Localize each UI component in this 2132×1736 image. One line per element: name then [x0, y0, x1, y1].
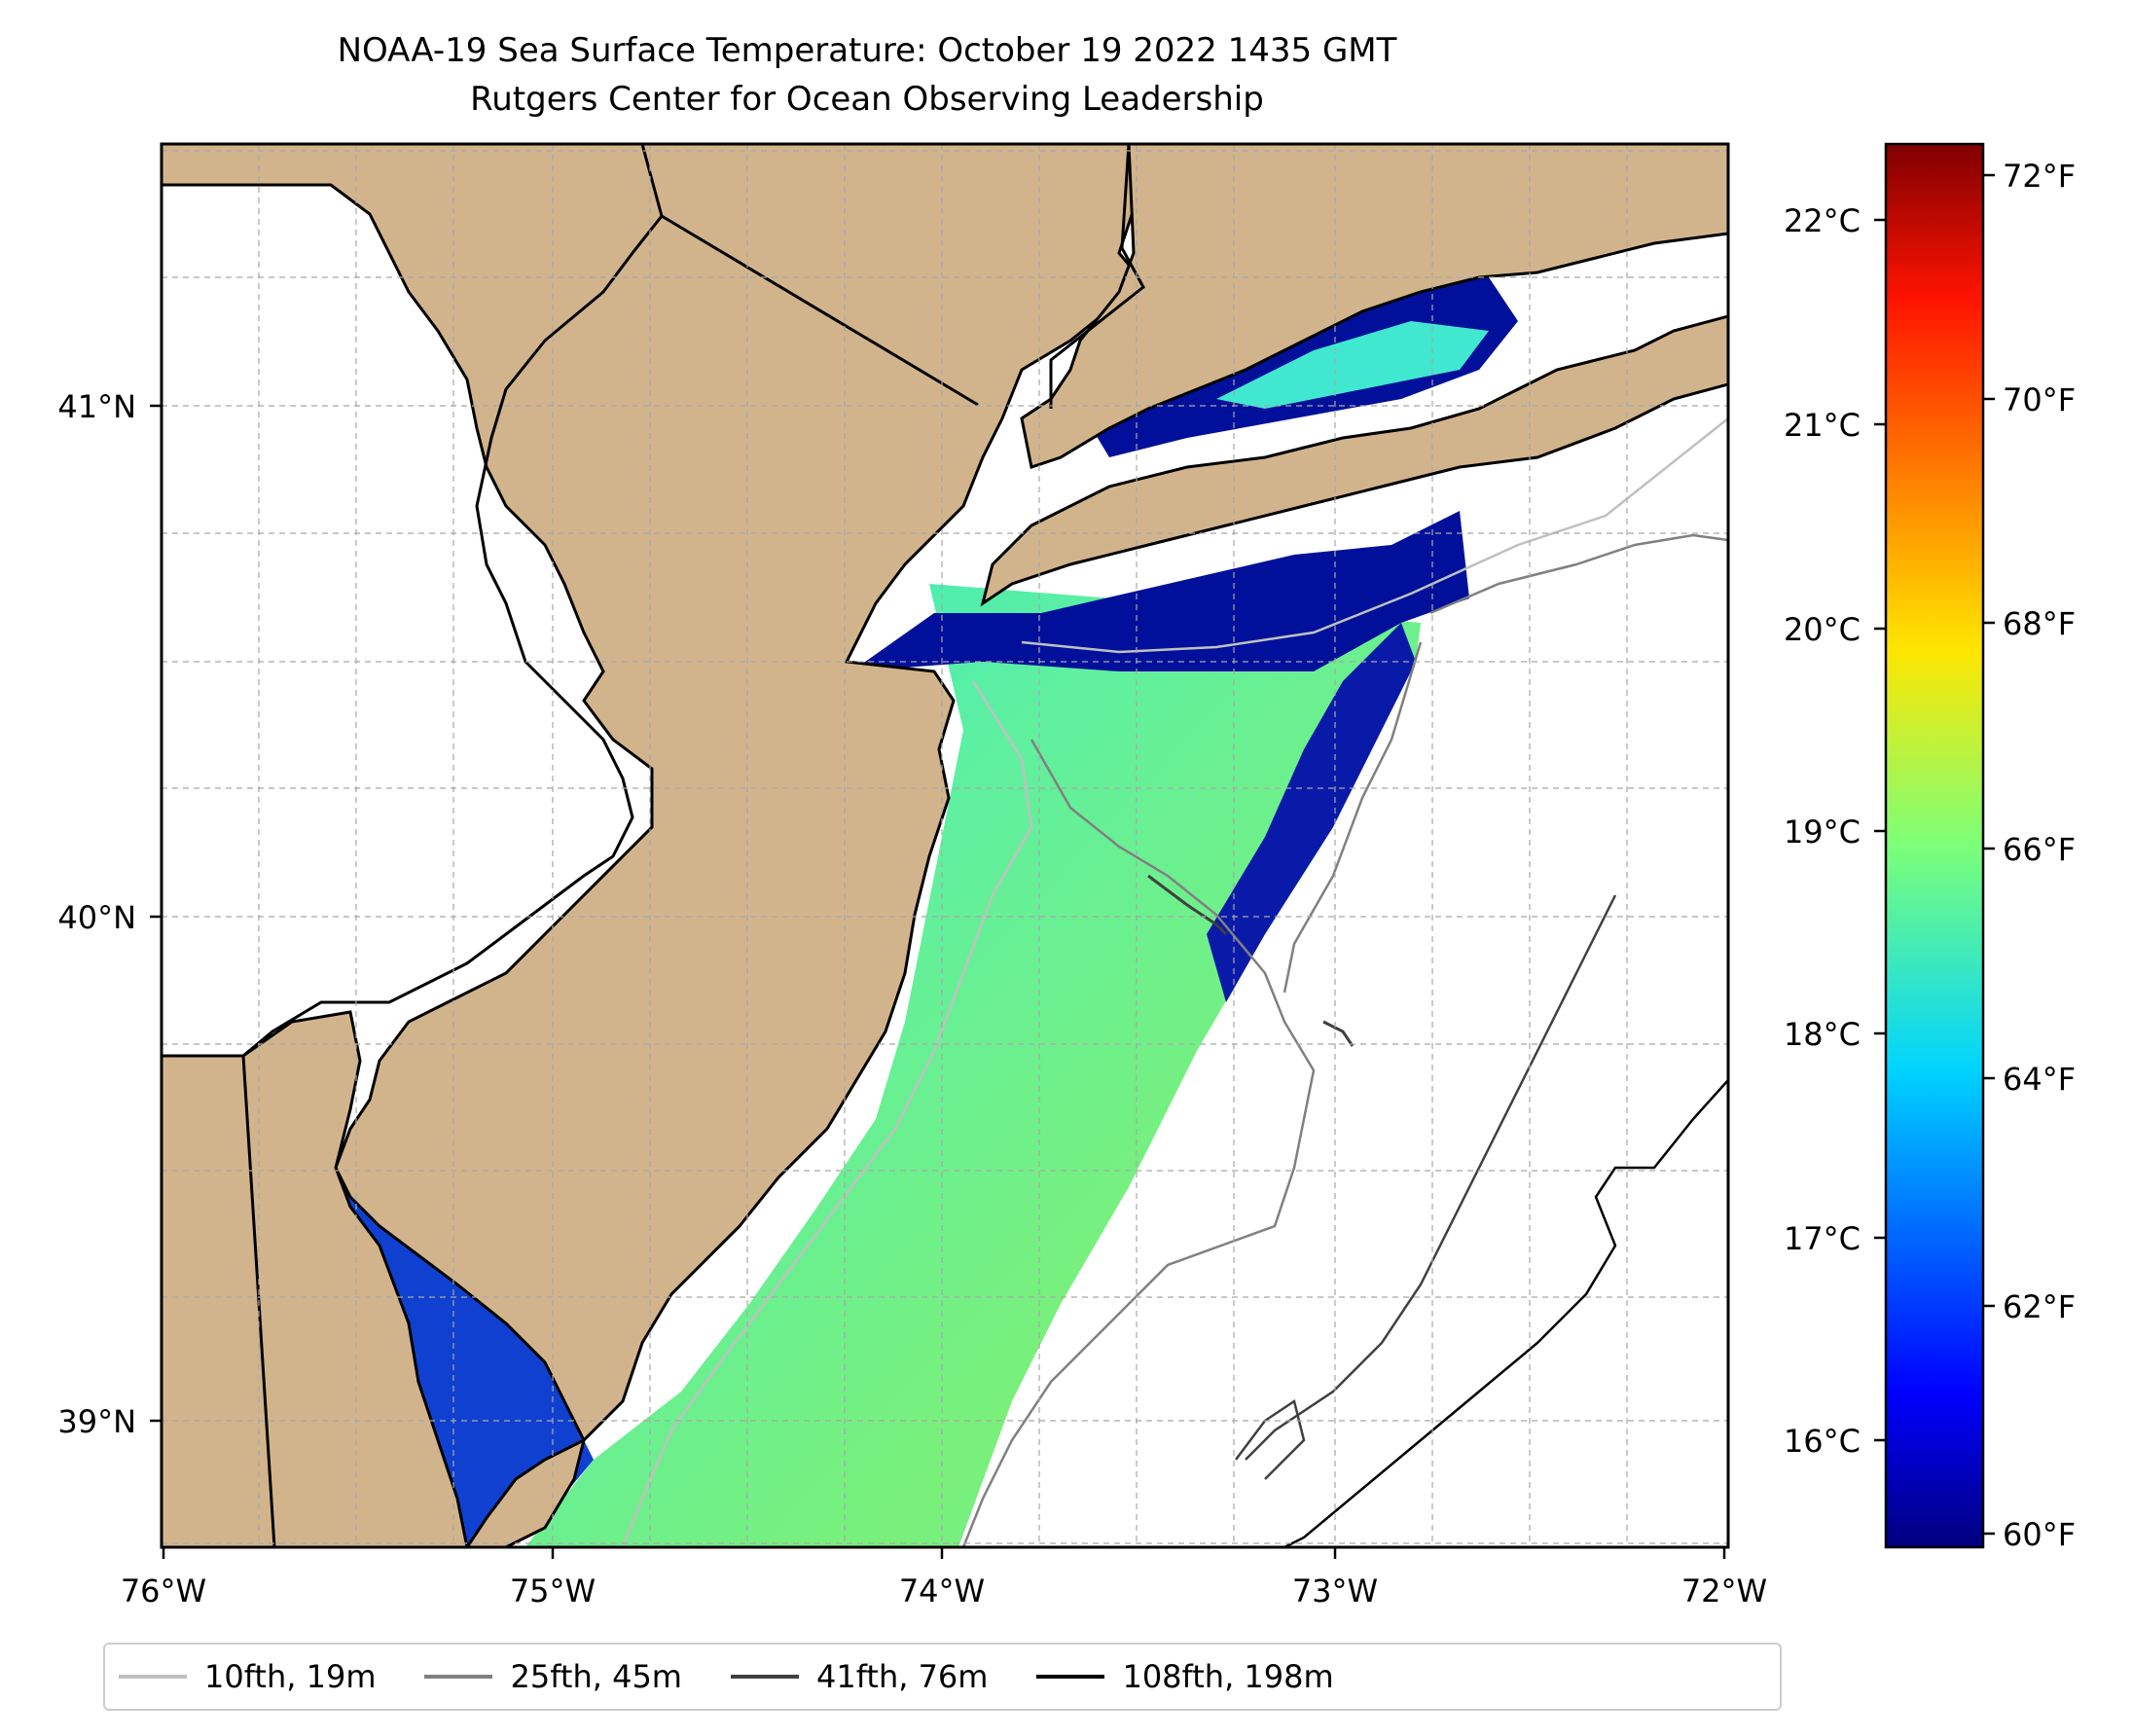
legend-item-19m: 10fth, 19m	[119, 1658, 411, 1695]
legend-label: 10fth, 19m	[204, 1658, 377, 1695]
border-nj-pa	[242, 144, 664, 1058]
contour-76m-d	[1245, 894, 1617, 1461]
celsius-tick-label: 22°C	[1784, 202, 1861, 239]
contour-45m-east	[1283, 641, 1423, 994]
celsius-tick-label: 20°C	[1784, 611, 1861, 648]
lat-tick-label: 41°N	[57, 388, 136, 425]
chart-subtitle: Rutgers Center for Ocean Observing Leade…	[470, 80, 1264, 119]
legend-swatch	[119, 1675, 187, 1679]
celsius-tick-label: 16°C	[1784, 1423, 1861, 1460]
celsius-tick-label: 18°C	[1784, 1016, 1861, 1053]
lat-tick-label: 40°N	[57, 899, 136, 936]
contour-76m-b	[1322, 1020, 1355, 1047]
lon-tick-label: 73°W	[1292, 1573, 1378, 1609]
legend-item-76m: 41fth, 76m	[730, 1658, 1023, 1695]
fahrenheit-tick-label: 64°F	[2003, 1061, 2076, 1098]
legend-swatch	[1036, 1675, 1105, 1679]
sst-swath	[525, 584, 1421, 1547]
legend-swatch	[424, 1675, 493, 1679]
contour-19m	[621, 680, 1033, 1547]
fahrenheit-tick-label: 68°F	[2003, 605, 2076, 642]
border-nj-ny	[661, 214, 979, 407]
contour-198m	[1283, 1079, 1728, 1547]
legend-label: 25fth, 45m	[510, 1658, 682, 1695]
lon-tick-label: 72°W	[1681, 1573, 1767, 1609]
legend-item-198m: 108fth, 198m	[1036, 1658, 1368, 1695]
celsius-tick-label: 17°C	[1784, 1220, 1861, 1257]
fahrenheit-tick-label: 70°F	[2003, 381, 2076, 418]
contour-76m-c	[1235, 1398, 1306, 1480]
contour-19m-north	[1021, 417, 1728, 654]
legend-item-45m: 25fth, 45m	[424, 1658, 716, 1695]
fahrenheit-tick-label: 72°F	[2003, 158, 2076, 195]
lon-tick-label: 76°W	[121, 1573, 206, 1609]
land-long-island	[980, 314, 1728, 607]
fahrenheit-tick-label: 60°F	[2003, 1516, 2076, 1553]
lon-tick-label: 75°W	[510, 1573, 596, 1609]
legend-label: 108fth, 198m	[1122, 1658, 1334, 1695]
fahrenheit-tick-label: 62°F	[2003, 1288, 2076, 1325]
chart-title: NOAA-19 Sea Surface Temperature: October…	[337, 31, 1397, 70]
contour-76m-a	[1147, 874, 1228, 936]
colorbar	[1884, 142, 1985, 1549]
fahrenheit-tick-label: 66°F	[2003, 831, 2076, 868]
contour-45m	[961, 739, 1316, 1547]
contour-legend: 10fth, 19m 25fth, 45m 41fth, 76m 108fth,…	[103, 1643, 1782, 1711]
celsius-tick-label: 21°C	[1784, 407, 1861, 444]
sst-cold-edge	[1207, 623, 1416, 1002]
land-connecticut	[1020, 144, 1728, 469]
celsius-tick-label: 19°C	[1784, 814, 1861, 850]
lat-tick-label: 39°N	[57, 1403, 136, 1440]
lon-tick-label: 74°W	[899, 1573, 985, 1609]
sst-delaware-bay	[341, 1187, 594, 1547]
map-frame	[160, 142, 1730, 1549]
land-new-jersey	[162, 144, 1146, 1547]
contour-45m-ne	[1429, 533, 1728, 615]
border-ny-ct	[1049, 144, 1145, 409]
legend-label: 41fth, 76m	[815, 1658, 989, 1695]
land-delaware	[162, 1010, 469, 1547]
sst-long-island-sound-warm	[1216, 321, 1489, 409]
legend-swatch	[730, 1675, 799, 1679]
